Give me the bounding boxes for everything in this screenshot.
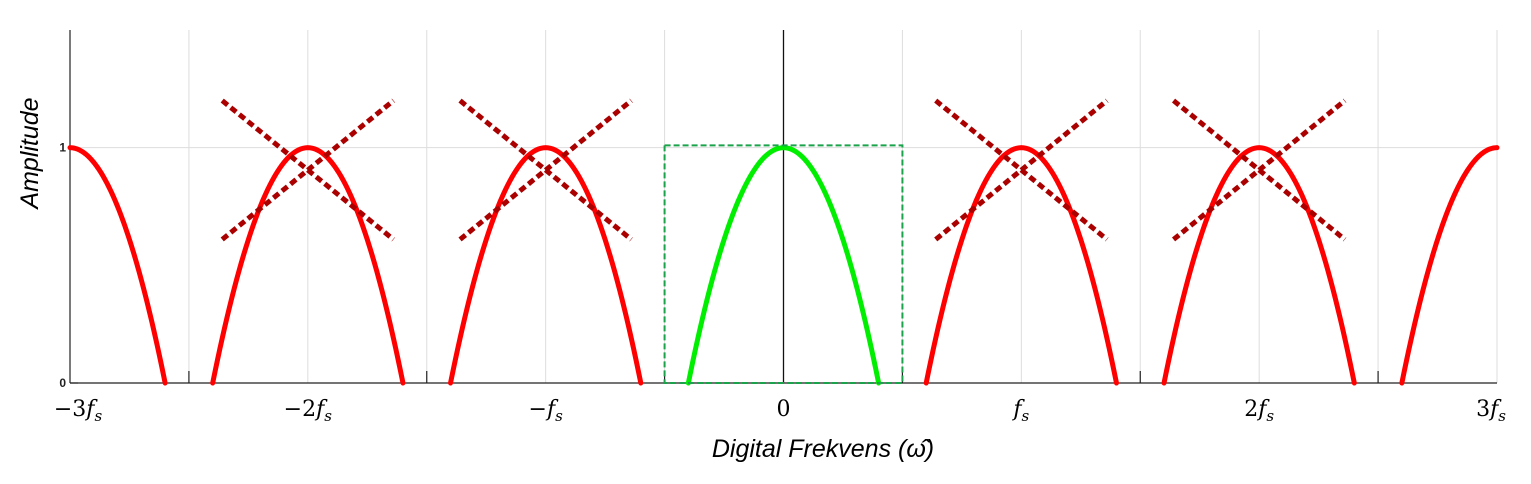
y-axis-title: Amplitude [16, 97, 44, 210]
alias-spectrum-curve [1161, 145, 1357, 386]
alias-crosses [220, 98, 1347, 242]
passband-box [663, 144, 904, 384]
x-tick-label: 0 [777, 397, 791, 422]
y-tick-label: 1 [59, 141, 66, 155]
x-tick-label: 2fs [1244, 397, 1274, 425]
baseband-spectrum-curve [685, 145, 882, 386]
axes [69, 30, 1497, 384]
x-axis-title: Digital Frekvens (ω̂) [712, 435, 934, 463]
x-tick-label: −3fs [54, 397, 103, 425]
x-tick-label: 3fs [1476, 397, 1506, 425]
alias-spectrum-curve [67, 145, 168, 386]
alias-spectrum-curve [448, 145, 644, 386]
alias-spectrum-curve [1399, 145, 1500, 386]
x-tick-label: fs [1011, 397, 1029, 425]
x-tick-label: −2fs [284, 397, 333, 425]
alias-spectrum-curve [210, 145, 406, 386]
cross-line-up [934, 98, 1109, 242]
x-tick-label: −fs [529, 397, 564, 425]
y-tick-label: 0 [59, 376, 66, 390]
cross-line-up [220, 98, 396, 242]
spectrum-curves [67, 145, 1500, 386]
passband-box-group [663, 144, 904, 384]
cross-line-up [1171, 98, 1347, 242]
cross-line-up [458, 98, 633, 242]
alias-spectrum-curve [923, 145, 1119, 386]
